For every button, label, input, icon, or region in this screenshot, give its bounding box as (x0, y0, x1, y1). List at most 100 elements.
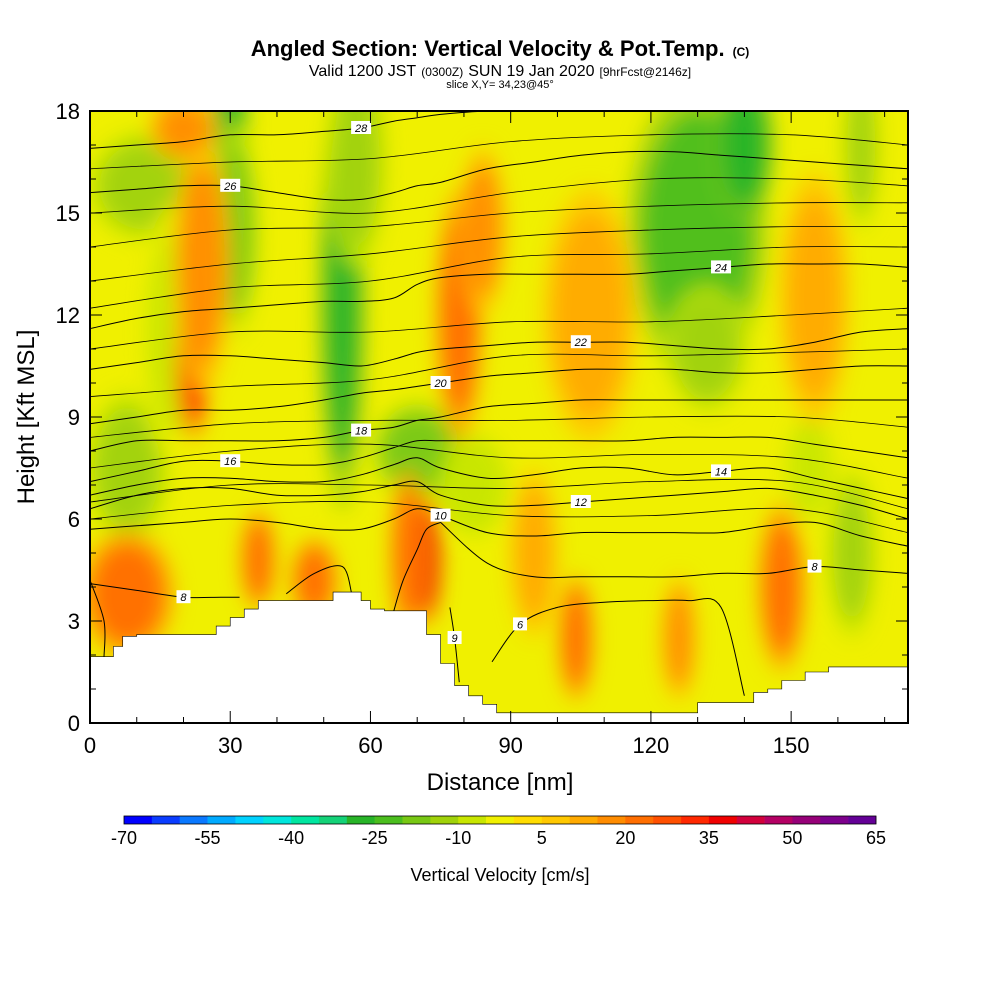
colorbar-tick-label: 5 (537, 828, 547, 848)
colorbar-swatch (402, 816, 431, 824)
x-tick-label: 120 (633, 733, 670, 758)
velocity-core-30 (155, 111, 212, 156)
theta-contour-14 (90, 457, 908, 500)
contour-label-20: 20 (430, 376, 451, 390)
theta-contour-20 (90, 365, 908, 425)
contour-label-8: 8 (176, 590, 191, 604)
contour-label-24: 24 (711, 260, 732, 274)
colorbar-title: Vertical Velocity [cm/s] (410, 865, 589, 885)
contour-label-6: 6 (513, 617, 528, 631)
colorbar-swatch (263, 816, 292, 824)
velocity-core-10 (379, 410, 455, 492)
svg-text:20: 20 (433, 378, 447, 390)
y-tick-label: 9 (68, 405, 80, 430)
svg-text:16: 16 (224, 456, 237, 468)
theta-contour-18 (90, 399, 908, 452)
colorbar-tick-labels: -70 -55 -40 -25 -10 5 20 35 50 65 (111, 828, 886, 848)
colorbar-swatch (124, 816, 153, 824)
y-tick-label: 0 (68, 711, 80, 736)
velocity-core-16 (178, 162, 226, 366)
chart-title: Angled Section: Vertical Velocity & Pot.… (251, 36, 750, 61)
colorbar-swatch (318, 816, 348, 824)
theta-contour-minor-6 (90, 246, 908, 309)
velocity-core-23 (463, 162, 502, 298)
contour-label-26: 26 (220, 178, 241, 193)
svg-text:22: 22 (574, 337, 587, 349)
velocity-core-12 (847, 111, 876, 213)
valid-time: Valid 1200 JST (0300Z) SUN 19 Jan 2020 [9hr… (309, 63, 691, 80)
svg-text:6: 6 (517, 619, 524, 631)
velocity-core-28 (515, 485, 553, 621)
theta-contour-minor-8 (90, 202, 908, 248)
svg-text:14: 14 (715, 466, 727, 478)
svg-text:8: 8 (180, 592, 187, 604)
svg-text:28: 28 (354, 123, 368, 135)
y-tick-label: 6 (68, 507, 80, 532)
svg-text:24: 24 (714, 262, 727, 274)
velocity-core-5 (721, 111, 768, 207)
colorbar-swatch (430, 816, 459, 824)
theta-contour-minor-7 (90, 225, 908, 282)
colorbar-swatch (653, 816, 682, 824)
theta-contour-8 (393, 521, 441, 611)
y-tick-label: 12 (56, 303, 80, 328)
contour-label-16: 16 (220, 454, 241, 468)
colorbar (123, 815, 877, 825)
svg-text:26: 26 (223, 181, 237, 193)
colorbar-swatch (764, 816, 793, 824)
colorbar-swatch (820, 816, 849, 824)
slice-info: slice X,Y= 34,23@45° (446, 79, 554, 91)
colorbar-swatch (597, 816, 626, 824)
theta-contour-minor-2 (90, 443, 908, 479)
colorbar-swatch (179, 816, 208, 824)
svg-text:9: 9 (452, 633, 458, 645)
theta-contour-minor-9 (90, 177, 908, 214)
contour-label-9: 9 (447, 631, 462, 645)
contour-label-18: 18 (351, 423, 372, 438)
theta-contour-minor-5 (90, 307, 908, 350)
velocity-core-3 (333, 111, 380, 247)
colorbar-swatch (486, 816, 515, 824)
colorbar-tick-label: -70 (111, 828, 137, 848)
x-tick-label: 0 (84, 733, 96, 758)
colorbar-swatch (207, 816, 236, 824)
colorbar-swatch (569, 816, 598, 824)
y-axis-label: Height [Kft MSL] (13, 330, 40, 505)
colorbar-swatch (235, 816, 264, 824)
x-tick-label: 30 (218, 733, 242, 758)
colorbar-tick-label: 50 (782, 828, 802, 848)
colorbar-tick-label: -25 (362, 828, 388, 848)
velocity-core-6 (674, 298, 740, 400)
x-axis-label: Distance [nm] (427, 769, 574, 796)
svg-text:18: 18 (355, 426, 368, 438)
x-tick-label: 60 (358, 733, 382, 758)
colorbar-tick-label: 35 (699, 828, 719, 848)
contour-label-14: 14 (711, 464, 732, 478)
y-axis-ticks: 0 3 6 9 12 15 18 (56, 99, 908, 736)
theta-contour-10 (90, 508, 908, 547)
x-tick-label: 90 (498, 733, 522, 758)
theta-contour-minor-0 (90, 501, 908, 533)
colorbar-swatch (374, 816, 403, 824)
svg-text:10: 10 (434, 511, 447, 523)
velocity-core-14 (786, 417, 834, 519)
colorbar-swatch (513, 816, 543, 824)
velocity-core-8 (94, 406, 161, 530)
velocity-core-18 (393, 485, 422, 621)
theta-contour-28 (90, 111, 908, 149)
y-tick-label: 18 (56, 99, 80, 124)
terrain-mask (90, 591, 908, 723)
y-tick-label: 15 (56, 201, 80, 226)
colorbar-swatch (458, 816, 487, 824)
theta-contour-minor-4 (90, 348, 908, 397)
theta-contour-8 (90, 580, 106, 657)
x-tick-label: 150 (773, 733, 810, 758)
contour-label-8: 8 (807, 559, 822, 574)
velocity-core-25 (664, 587, 693, 689)
theta-contour-minor-3 (90, 415, 908, 438)
velocity-core-13 (833, 485, 871, 621)
svg-text:8: 8 (811, 562, 818, 574)
velocity-core-24 (562, 587, 591, 689)
colorbar-tick-label: 65 (866, 828, 886, 848)
